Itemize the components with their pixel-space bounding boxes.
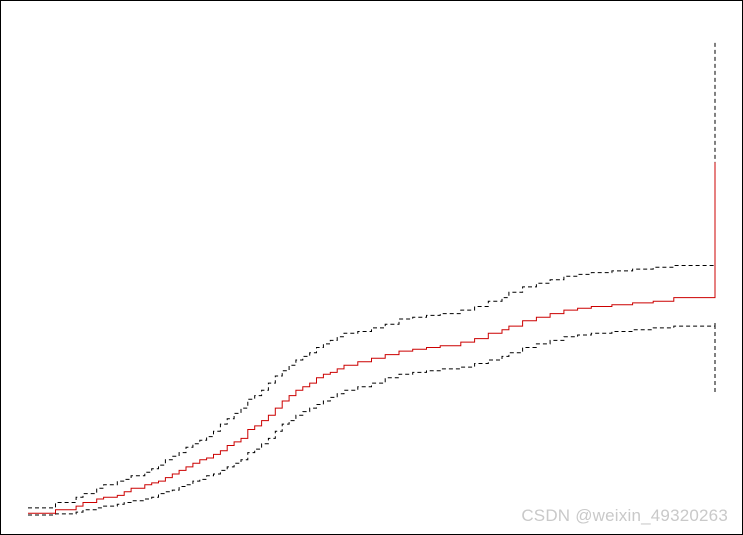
watermark-text: CSDN @weixin_49320263 (521, 506, 728, 525)
upper-bound-step-line (28, 41, 716, 509)
series-layer (28, 41, 716, 516)
lower-bound-step-line (28, 322, 716, 516)
estimate-step-line (28, 162, 716, 514)
